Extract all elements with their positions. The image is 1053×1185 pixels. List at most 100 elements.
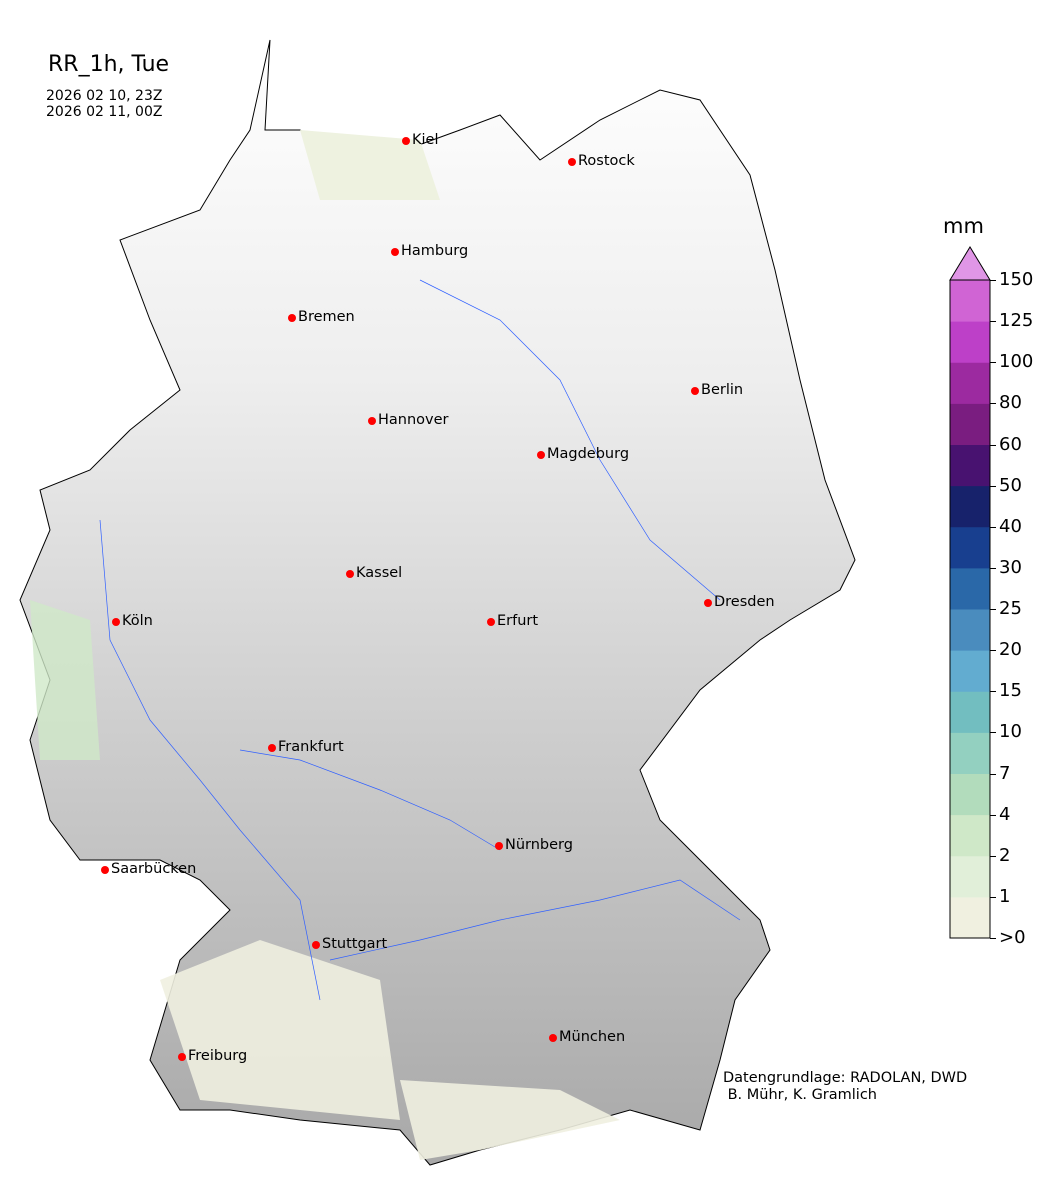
colorbar-tick xyxy=(990,526,996,528)
city-label: Stuttgart xyxy=(322,936,388,952)
data-credit: Datengrundlage: RADOLAN, DWD B. Mühr, K.… xyxy=(723,1070,968,1103)
city-dot xyxy=(487,618,495,626)
colorbar-segment xyxy=(950,567,990,610)
river xyxy=(99,519,321,1001)
city-label: Hamburg xyxy=(401,243,469,259)
colorbar-tick xyxy=(990,485,996,487)
city-label: Frankfurt xyxy=(278,739,344,755)
colorbar-tick-label: 125 xyxy=(999,310,1034,332)
colorbar-tick-label: 2 xyxy=(999,844,1011,866)
colorbar-segment xyxy=(950,321,990,363)
colorbar xyxy=(949,246,991,939)
city-dot xyxy=(537,451,545,459)
city-label: Magdeburg xyxy=(547,446,630,462)
colorbar-tick xyxy=(990,321,996,323)
colorbar-segment xyxy=(950,855,990,898)
time-start: 2026 02 10, 23Z xyxy=(46,88,163,104)
city-dot xyxy=(178,1053,186,1061)
city-label: München xyxy=(559,1029,626,1045)
colorbar-tick xyxy=(990,732,996,734)
light-precip-area xyxy=(160,940,400,1120)
germany-outline xyxy=(19,39,856,1166)
colorbar-tick-label: 25 xyxy=(999,598,1022,619)
city-label: Freiburg xyxy=(188,1048,248,1064)
colorbar-segment xyxy=(950,773,990,816)
city-dot xyxy=(346,570,354,578)
city-dot xyxy=(268,744,276,752)
colorbar-tick xyxy=(990,650,996,652)
city-dot xyxy=(101,866,109,874)
city-dot xyxy=(288,314,296,322)
city-label: Kiel xyxy=(412,132,439,148)
time-end: 2026 02 11, 00Z xyxy=(46,104,163,120)
colorbar-tick-label: 60 xyxy=(999,433,1022,455)
colorbar-tick xyxy=(990,896,996,898)
colorbar-tick-label: 7 xyxy=(999,762,1011,784)
city-dot xyxy=(549,1034,557,1042)
colorbar-tick-label: 20 xyxy=(999,639,1022,661)
colorbar-tick xyxy=(990,362,996,364)
colorbar-tick xyxy=(990,855,996,857)
colorbar-segment xyxy=(950,814,990,857)
colorbar-tick-label: >0 xyxy=(999,927,1026,948)
colorbar-segment xyxy=(950,526,990,569)
colorbar-tick xyxy=(990,567,996,569)
colorbar-extend-arrow xyxy=(949,246,991,281)
colorbar-tick xyxy=(990,938,996,939)
colorbar-tick xyxy=(990,609,996,610)
colorbar-tick-label: 50 xyxy=(999,474,1022,496)
colorbar-tick-label: 150 xyxy=(999,269,1034,290)
city-dot xyxy=(691,387,699,395)
city-label: Erfurt xyxy=(497,613,539,629)
colorbar-tick-label: 10 xyxy=(999,721,1022,743)
colorbar-tick xyxy=(990,280,996,281)
colorbar-unit: mm xyxy=(943,214,984,238)
colorbar-segment xyxy=(950,403,990,445)
colorbar-tick-label: 15 xyxy=(999,680,1022,702)
colorbar-segment xyxy=(950,280,990,322)
light-precip-area xyxy=(30,600,100,760)
colorbar-tick-label: 40 xyxy=(999,515,1022,537)
city-dot xyxy=(704,599,712,607)
colorbar-segment xyxy=(950,485,990,528)
colorbar-segment xyxy=(950,362,990,404)
colorbar-tick xyxy=(990,814,996,816)
city-label: Rostock xyxy=(578,153,635,169)
colorbar-segment xyxy=(950,444,990,487)
colorbar-segment xyxy=(950,609,990,651)
colorbar-tick xyxy=(990,691,996,693)
light-precip-area xyxy=(300,130,440,200)
colorbar-tick-label: 100 xyxy=(999,351,1034,373)
city-label: Köln xyxy=(122,613,153,629)
colorbar-segment xyxy=(950,650,990,692)
light-precip-area xyxy=(400,1080,620,1160)
city-dot xyxy=(391,248,399,256)
colorbar-tick-label: 80 xyxy=(999,392,1022,414)
colorbar-segment xyxy=(950,896,990,939)
city-label: Hannover xyxy=(378,412,449,428)
river xyxy=(329,879,741,961)
city-label: Kassel xyxy=(356,565,403,581)
city-label: Bremen xyxy=(298,309,355,325)
city-label: Berlin xyxy=(701,382,744,398)
river xyxy=(239,749,501,851)
colorbar-segment xyxy=(950,691,990,733)
city-dot xyxy=(368,417,376,425)
city-label: Nürnberg xyxy=(505,837,573,853)
city-dot xyxy=(312,941,320,949)
city-dot xyxy=(112,618,120,626)
map-title: RR_1h, Tue xyxy=(48,52,170,77)
city-label: Saarbücken xyxy=(111,861,197,877)
river xyxy=(419,279,721,601)
colorbar-segment xyxy=(950,732,990,774)
colorbar-tick-label: 30 xyxy=(999,556,1022,578)
colorbar-tick-label: 4 xyxy=(999,803,1011,825)
colorbar-tick xyxy=(990,773,996,775)
city-dot xyxy=(568,158,576,166)
colorbar-tick-label: 1 xyxy=(999,885,1011,907)
city-label: Dresden xyxy=(714,594,775,610)
city-dot xyxy=(495,842,503,850)
city-dot xyxy=(402,137,410,145)
